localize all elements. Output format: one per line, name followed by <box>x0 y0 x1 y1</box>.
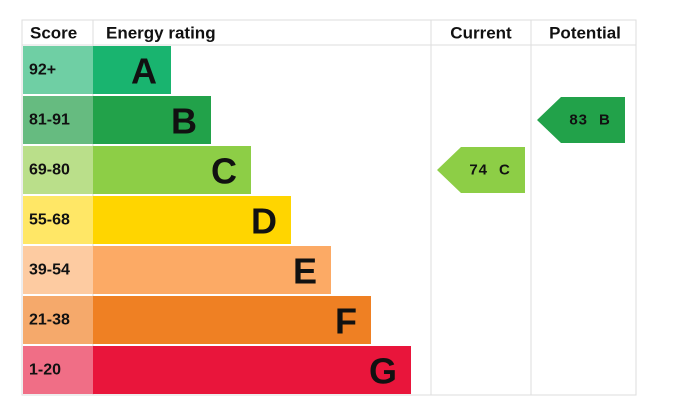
potential-value: 83 <box>569 112 588 129</box>
rating-bar <box>93 146 251 194</box>
score-cell <box>23 196 93 244</box>
rating-letter: B <box>171 101 197 142</box>
rating-letter: E <box>293 251 317 292</box>
rating-letter: D <box>251 201 277 242</box>
current-value: 74 <box>469 162 488 179</box>
score-label: 39-54 <box>29 262 70 279</box>
score-label: 69-80 <box>29 162 70 179</box>
score-label: 92+ <box>29 62 56 79</box>
rating-bar <box>93 96 211 144</box>
current-band: C <box>499 162 511 179</box>
score-cell <box>23 96 93 144</box>
potential-header: Potential <box>549 24 621 43</box>
score-cell <box>23 346 93 394</box>
rating-bar <box>93 46 171 94</box>
current-header: Current <box>450 24 512 43</box>
score-label: 55-68 <box>29 212 70 229</box>
rating-bar <box>93 346 411 394</box>
current-arrow <box>437 147 525 193</box>
rating-bar <box>93 246 331 294</box>
score-cell <box>23 146 93 194</box>
rating-header: Energy rating <box>106 24 216 43</box>
score-label: 81-91 <box>29 112 70 129</box>
rating-letter: F <box>335 301 357 342</box>
score-label: 1-20 <box>29 362 61 379</box>
score-cell <box>23 296 93 344</box>
rating-letter: G <box>369 351 397 392</box>
rating-bar <box>93 196 291 244</box>
score-label: 21-38 <box>29 312 70 329</box>
potential-band: B <box>599 112 611 129</box>
score-cell <box>23 46 93 94</box>
potential-arrow <box>537 97 625 143</box>
rating-letter: A <box>131 51 157 92</box>
rating-letter: C <box>211 151 237 192</box>
score-header: Score <box>30 24 77 43</box>
rating-bar <box>93 296 371 344</box>
score-cell <box>23 246 93 294</box>
